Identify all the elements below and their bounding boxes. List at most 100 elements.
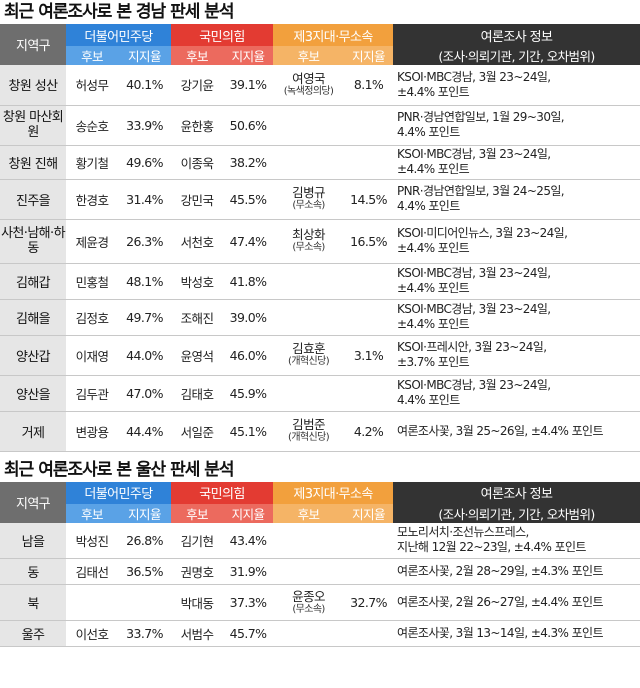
- dem-support: 31.4%: [118, 179, 172, 220]
- third-candidate-name: 여영국: [292, 70, 325, 86]
- ppp-candidate: 윤한홍: [171, 105, 224, 146]
- third-support: 3.1%: [344, 335, 394, 376]
- table-row: 동 김태선 36.5% 권명호 31.9% 여론조사꽃, 2월 28~29일, ±4.3%…: [0, 558, 640, 585]
- table-row: 양산을 김두관 47.0% 김태호 45.9% KSOI·MBC경남, 3월 23~24일…: [0, 375, 640, 412]
- ppp-support: 45.5%: [223, 179, 274, 220]
- dem-support: 26.8%: [118, 522, 172, 559]
- header-info: 여론조사 정보: [393, 481, 640, 504]
- poll-info: 모노리서치·조선뉴스프레스, 지난해 12월 22~23일, ±4.4% 포인트: [393, 522, 640, 559]
- region-name: 남을: [0, 522, 66, 559]
- third-candidate-name: 김병규: [292, 185, 325, 200]
- poll-info: PNR·경남연합일보, 3월 24~25일, 4.4% 포인트: [393, 179, 640, 220]
- ppp-candidate: 서범수: [171, 620, 224, 647]
- region-name: 양산갑: [0, 335, 66, 376]
- ulsan-rows: 남을 박성진 26.8% 김기현 43.4% 모노리서치·조선뉴스프레스, 지난해 12월 …: [0, 522, 640, 647]
- header-third-candidate: 후보: [273, 46, 345, 65]
- header-third: 제3지대·무소속: [273, 481, 394, 504]
- header-ppp-candidate: 후보: [171, 46, 224, 65]
- ppp-support: 37.3%: [223, 584, 274, 621]
- region-name: 창원 마산회원: [0, 105, 66, 146]
- table-row: 창원 성산 허성무 40.1% 강기윤 39.1% 여영국 (녹색정의당) 8.1% KSOI·…: [0, 65, 640, 106]
- region-name: 창원 성산: [0, 65, 66, 106]
- third-candidate: [273, 375, 345, 412]
- header-ppp-candidate: 후보: [171, 503, 224, 523]
- table-row: 김해을 김정호 49.7% 조해진 39.0% KSOI·MBC경남, 3월 23~24일…: [0, 299, 640, 336]
- poll-info-line2: ±4.4% 포인트: [397, 317, 470, 331]
- dem-candidate: 민홍철: [66, 263, 118, 300]
- dem-support: 33.7%: [118, 620, 172, 647]
- poll-info: PNR·경남연합일보, 1월 29~30일, 4.4% 포인트: [393, 105, 640, 146]
- poll-info: KSOI·미디어인뉴스, 3월 23~24일, ±4.4% 포인트: [393, 219, 640, 264]
- poll-info-line1: KSOI·MBC경남, 3월 23~24일,: [397, 69, 551, 84]
- dem-candidate: 김두관: [66, 375, 118, 412]
- ppp-candidate: 강민국: [171, 179, 224, 220]
- dem-candidate: 허성무: [66, 65, 118, 106]
- header-info-sub: (조사·의뢰기관, 기간, 오차범위): [393, 46, 640, 65]
- header-third: 제3지대·무소속: [273, 24, 394, 46]
- ppp-candidate: 강기윤: [171, 65, 224, 106]
- poll-info-line1: 여론조사꽃, 3월 25~26일, ±4.4% 포인트: [397, 423, 603, 438]
- poll-info-line2: 4.4% 포인트: [397, 199, 460, 213]
- header-dem-candidate: 후보: [66, 503, 118, 523]
- ppp-candidate: 박성호: [171, 263, 224, 300]
- table-row: 거제 변광용 44.4% 서일준 45.1% 김범준 (개혁신당) 4.2% 여론조사꽃, 3월…: [0, 411, 640, 452]
- poll-info-line1: 여론조사꽃, 2월 26~27일, ±4.4% 포인트: [397, 595, 603, 609]
- table-row: 진주을 한경호 31.4% 강민국 45.5% 김병규 (무소속) 14.5% PNR·경남연합…: [0, 179, 640, 220]
- region-name: 거제: [0, 411, 66, 452]
- third-support: 32.7%: [344, 584, 394, 621]
- poll-info-line1: PNR·경남연합일보, 3월 24~25일,: [397, 184, 565, 198]
- ppp-candidate: 권명호: [171, 558, 224, 585]
- table-row: 양산갑 이재영 44.0% 윤영석 46.0% 김효훈 (개혁신당) 3.1% KSOI·프레시…: [0, 335, 640, 376]
- third-candidate-party: (녹색정의당): [283, 85, 334, 97]
- poll-info-line1: KSOI·MBC경남, 3월 23~24일,: [397, 266, 551, 280]
- region-name: 울주: [0, 620, 66, 647]
- header-dem-support: 지지율: [118, 503, 172, 523]
- region-name: 동: [0, 558, 66, 585]
- header-region: 지역구: [0, 24, 66, 65]
- dem-candidate: [66, 584, 118, 621]
- gyeongnam-section: 최근 여론조사로 본 경남 판세 분석 지역구 더불어민주당 국민의힘 제3지대…: [0, 2, 640, 452]
- dem-candidate: 이선호: [66, 620, 118, 647]
- gyeongnam-rows: 창원 성산 허성무 40.1% 강기윤 39.1% 여영국 (녹색정의당) 8.1% KSOI·…: [0, 65, 640, 452]
- region-name: 양산을: [0, 375, 66, 412]
- ppp-candidate: 김기현: [171, 522, 224, 559]
- third-candidate-party: (개혁신당): [288, 356, 330, 367]
- dem-support: 49.7%: [118, 299, 172, 336]
- third-candidate-name: 윤종오: [292, 588, 325, 604]
- gyeongnam-title: 최근 여론조사로 본 경남 판세 분석: [4, 2, 235, 22]
- table-row: 사천·남해·하동 제윤경 26.3% 서천호 47.4% 최상화 (무소속) 16.5% KSO…: [0, 219, 640, 264]
- dem-candidate: 송순호: [66, 105, 118, 146]
- region-name: 창원 진해: [0, 145, 66, 180]
- region-name: 김해갑: [0, 263, 66, 300]
- third-candidate: 김범준 (개혁신당): [273, 411, 345, 452]
- region-name: 진주을: [0, 179, 66, 220]
- third-support: [344, 299, 394, 336]
- third-candidate: 최상화 (무소속): [273, 219, 345, 264]
- ppp-support: 31.9%: [223, 558, 274, 585]
- poll-info: KSOI·MBC경남, 3월 23~24일, ±4.4% 포인트: [393, 299, 640, 336]
- third-candidate: [273, 620, 345, 647]
- header-third-support: 지지율: [344, 46, 394, 65]
- poll-info: KSOI·MBC경남, 3월 23~24일, ±4.4% 포인트: [393, 145, 640, 180]
- third-support: [344, 620, 394, 647]
- ppp-support: 39.0%: [223, 299, 274, 336]
- ppp-candidate: 서천호: [171, 219, 224, 264]
- dem-candidate: 제윤경: [66, 219, 118, 264]
- poll-info-line1: KSOI·미디어인뉴스, 3월 23~24일,: [397, 226, 568, 240]
- table-row: 남을 박성진 26.8% 김기현 43.4% 모노리서치·조선뉴스프레스, 지난해 12월 …: [0, 522, 640, 559]
- poll-info: KSOI·MBC경남, 3월 23~24일, ±4.4% 포인트: [393, 263, 640, 300]
- region-name: 사천·남해·하동: [0, 219, 66, 264]
- third-support: [344, 105, 394, 146]
- poll-info-line1: KSOI·MBC경남, 3월 23~24일,: [397, 378, 551, 392]
- header-info: 여론조사 정보: [393, 24, 640, 46]
- poll-info-line2: 지난해 12월 22~23일, ±4.4% 포인트: [397, 540, 586, 555]
- ppp-support: 39.1%: [223, 65, 274, 106]
- ppp-support: 45.9%: [223, 375, 274, 412]
- third-candidate-name: 최상화: [292, 227, 325, 242]
- ulsan-title: 최근 여론조사로 본 울산 판세 분석: [4, 459, 235, 480]
- ppp-support: 41.8%: [223, 263, 274, 300]
- ulsan-table: 지역구 더불어민주당 국민의힘 제3지대·무소속 여론조사 정보 후보 지지율 …: [0, 481, 640, 647]
- header-third-candidate: 후보: [273, 503, 345, 523]
- header-dem: 더불어민주당: [66, 481, 172, 504]
- poll-info-line1: KSOI·프레시안, 3월 23~24일,: [397, 340, 547, 354]
